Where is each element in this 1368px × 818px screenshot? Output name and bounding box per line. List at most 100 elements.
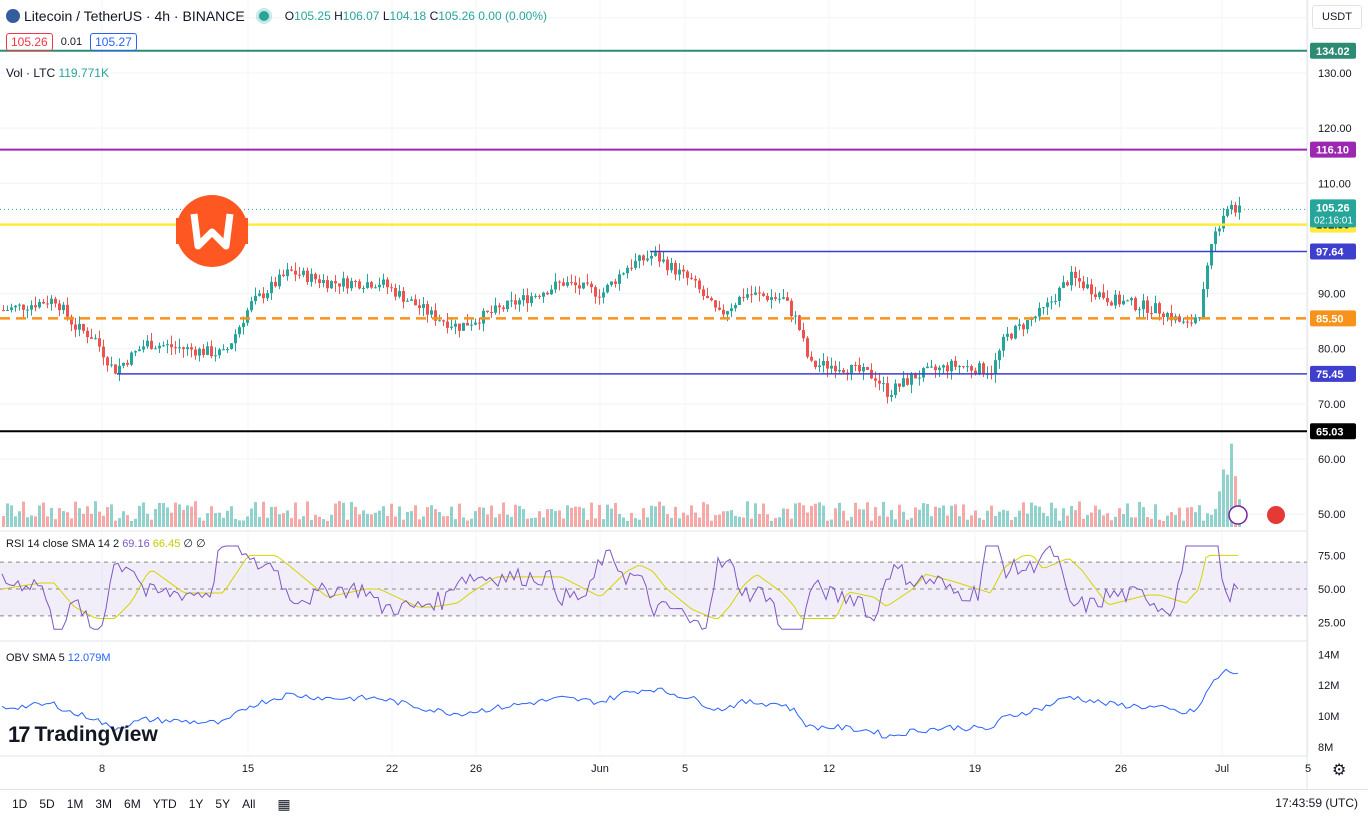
volume-bar xyxy=(950,505,953,527)
candle-body xyxy=(50,298,53,304)
volume-bar xyxy=(1230,443,1233,527)
candle-body xyxy=(706,295,709,299)
volume-bar xyxy=(790,518,793,527)
candle-body xyxy=(1158,303,1161,314)
level-label: 134.02 xyxy=(1316,46,1350,58)
price-tick: 60.00 xyxy=(1318,454,1346,466)
candle-body xyxy=(1170,313,1173,321)
volume-bar xyxy=(318,516,321,527)
volume-bar xyxy=(658,501,661,527)
volume-bar xyxy=(806,512,809,527)
candle-body xyxy=(266,293,269,299)
time-tick: 26 xyxy=(1115,763,1127,775)
calendar-icon[interactable]: ▦ xyxy=(277,795,291,812)
candle-body xyxy=(446,321,449,328)
tradingview-logo[interactable]: 17 TradingView xyxy=(8,722,158,747)
candle-body xyxy=(114,364,117,374)
volume-bar xyxy=(750,518,753,527)
volume-bar xyxy=(270,506,273,527)
volume-bar xyxy=(1050,502,1053,527)
volume-bar xyxy=(378,510,381,527)
clock[interactable]: 17:43:59 (UTC) xyxy=(1275,796,1358,810)
candle-body xyxy=(942,365,945,368)
candle-body xyxy=(590,283,593,288)
candle-body xyxy=(686,271,689,278)
timeframe-6m[interactable]: 6M xyxy=(124,797,141,811)
candle-body xyxy=(798,315,801,331)
price-tick: 110.00 xyxy=(1318,178,1351,190)
candle-body xyxy=(362,287,365,289)
volume-bar xyxy=(66,512,69,527)
candle-body xyxy=(502,307,505,310)
timeframe-5y[interactable]: 5Y xyxy=(215,797,231,811)
time-tick: 5 xyxy=(682,763,688,775)
volume-bar xyxy=(562,518,565,527)
volume-bar xyxy=(1006,510,1009,527)
volume-bar xyxy=(1098,509,1101,527)
timeframe-1m[interactable]: 1M xyxy=(66,797,84,811)
volume-bar xyxy=(1146,517,1149,527)
candle-body xyxy=(818,365,821,368)
volume-bar xyxy=(90,513,93,527)
rsi-value: 69.16 xyxy=(122,538,150,550)
sell-button[interactable]: 105.26 xyxy=(6,33,53,51)
candle-body xyxy=(794,315,797,317)
volume-bar xyxy=(350,502,353,527)
buy-button[interactable]: 105.27 xyxy=(90,33,137,51)
candle-body xyxy=(162,345,165,347)
volume-legend[interactable]: Vol · LTC 119.771K xyxy=(6,66,109,80)
candle-body xyxy=(1206,265,1209,290)
candle-body xyxy=(430,310,433,315)
timeframe-1d[interactable]: 1D xyxy=(12,797,28,811)
candle-body xyxy=(754,292,757,295)
open-value: 105.25 xyxy=(294,9,331,23)
volume-bar xyxy=(946,515,949,527)
candle-body xyxy=(718,307,721,310)
volume-bar xyxy=(706,504,709,527)
rsi-legend[interactable]: RSI 14 close SMA 14 2 69.16 66.45 ∅ ∅ xyxy=(6,538,206,550)
candle-body xyxy=(1002,336,1005,351)
volume-bar xyxy=(538,511,541,527)
candle-body xyxy=(262,293,265,299)
candle-body xyxy=(210,346,213,357)
timeframe-5d[interactable]: 5D xyxy=(39,797,55,811)
volume-bar xyxy=(506,514,509,527)
volume-bar xyxy=(62,511,65,527)
volume-bar xyxy=(1198,505,1201,527)
timeframe-all[interactable]: All xyxy=(242,797,256,811)
candle-body xyxy=(954,360,957,367)
volume-bar xyxy=(1102,515,1105,527)
settings-gear-icon[interactable]: ⚙ xyxy=(1332,762,1347,779)
volume-bar xyxy=(1138,501,1141,527)
candle-body xyxy=(526,295,529,304)
obv-legend[interactable]: OBV SMA 5 12.079M xyxy=(6,652,111,664)
symbol-title[interactable]: Litecoin / TetherUS · 4h · BINANCE xyxy=(24,8,245,24)
volume-bar xyxy=(726,511,729,527)
candle-body xyxy=(998,350,1001,361)
timeframe-3m[interactable]: 3M xyxy=(95,797,113,811)
volume-bar xyxy=(1046,516,1049,527)
level-label: 97.64 xyxy=(1316,246,1344,258)
candle-body xyxy=(770,297,773,301)
volume-bar xyxy=(818,502,821,527)
watermark-logo-icon xyxy=(190,213,234,250)
candle-body xyxy=(1106,297,1109,303)
timeframe-ytd[interactable]: YTD xyxy=(152,797,177,811)
candle-body xyxy=(358,281,361,289)
candle-body xyxy=(494,305,497,313)
volume-bar xyxy=(494,517,497,527)
candle-body xyxy=(738,296,741,305)
timeframe-1y[interactable]: 1Y xyxy=(188,797,204,811)
candle-body xyxy=(230,343,233,350)
candle-body xyxy=(602,292,605,298)
candle-body xyxy=(426,304,429,315)
currency-selector[interactable]: USDT xyxy=(1312,5,1362,29)
volume-bar xyxy=(106,507,109,527)
symbol-header[interactable]: Litecoin / TetherUS · 4h · BINANCE O105.… xyxy=(6,6,547,26)
candle-body xyxy=(1042,307,1045,309)
candle-body xyxy=(618,274,621,284)
candle-body xyxy=(722,309,725,315)
volume-bar xyxy=(86,506,89,527)
candle-body xyxy=(858,364,861,372)
